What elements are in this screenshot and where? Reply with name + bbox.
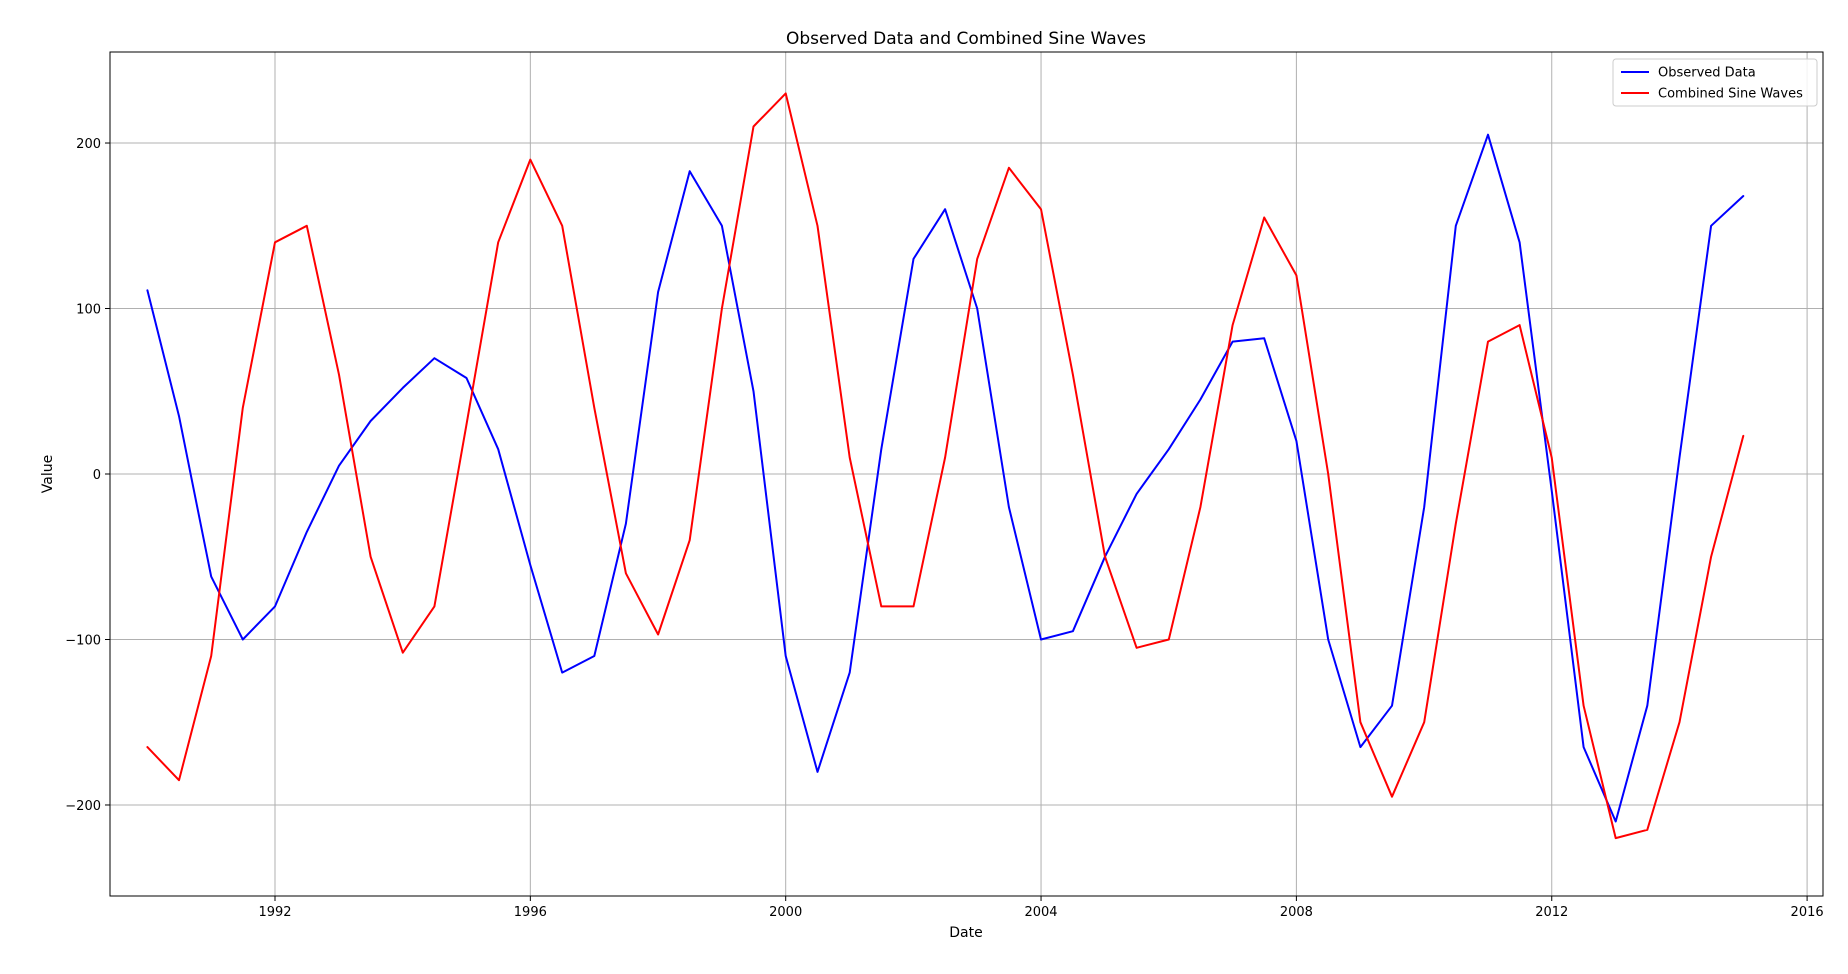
x-tick-label-5: 2012: [1535, 905, 1568, 920]
x-tick-label-2: 2000: [769, 905, 802, 920]
x-tick-label-6: 2016: [1791, 905, 1824, 920]
x-tick-label-0: 1992: [258, 905, 291, 920]
series-layer: [146, 92, 1745, 840]
series-line-0: [146, 133, 1745, 823]
y-axis-label: Value: [40, 455, 56, 493]
legend-label-0: Observed Data: [1658, 66, 1756, 81]
x-axis: 1992 1996 2000 2004 2008 2012 2016: [258, 896, 1824, 920]
y-tick-label-0: −200: [65, 799, 101, 814]
y-tick-label-2: 0: [93, 468, 101, 483]
y-tick-label-4: 200: [76, 137, 101, 152]
legend-label-1: Combined Sine Waves: [1658, 87, 1803, 102]
grid: [110, 52, 1823, 896]
x-tick-label-4: 2008: [1280, 905, 1313, 920]
series-line-1: [146, 92, 1745, 840]
y-axis: −200 −100 0 100 200: [65, 137, 110, 814]
chart-title: Observed Data and Combined Sine Waves: [786, 29, 1146, 49]
x-axis-label: Date: [949, 925, 982, 941]
y-tick-label-3: 100: [76, 303, 101, 318]
x-tick-label-1: 1996: [514, 905, 547, 920]
y-tick-label-1: −100: [65, 633, 101, 648]
legend-box: [1612, 58, 1818, 107]
x-tick-label-3: 2004: [1024, 905, 1057, 920]
legend: Observed Data Combined Sine Waves: [1612, 58, 1818, 107]
